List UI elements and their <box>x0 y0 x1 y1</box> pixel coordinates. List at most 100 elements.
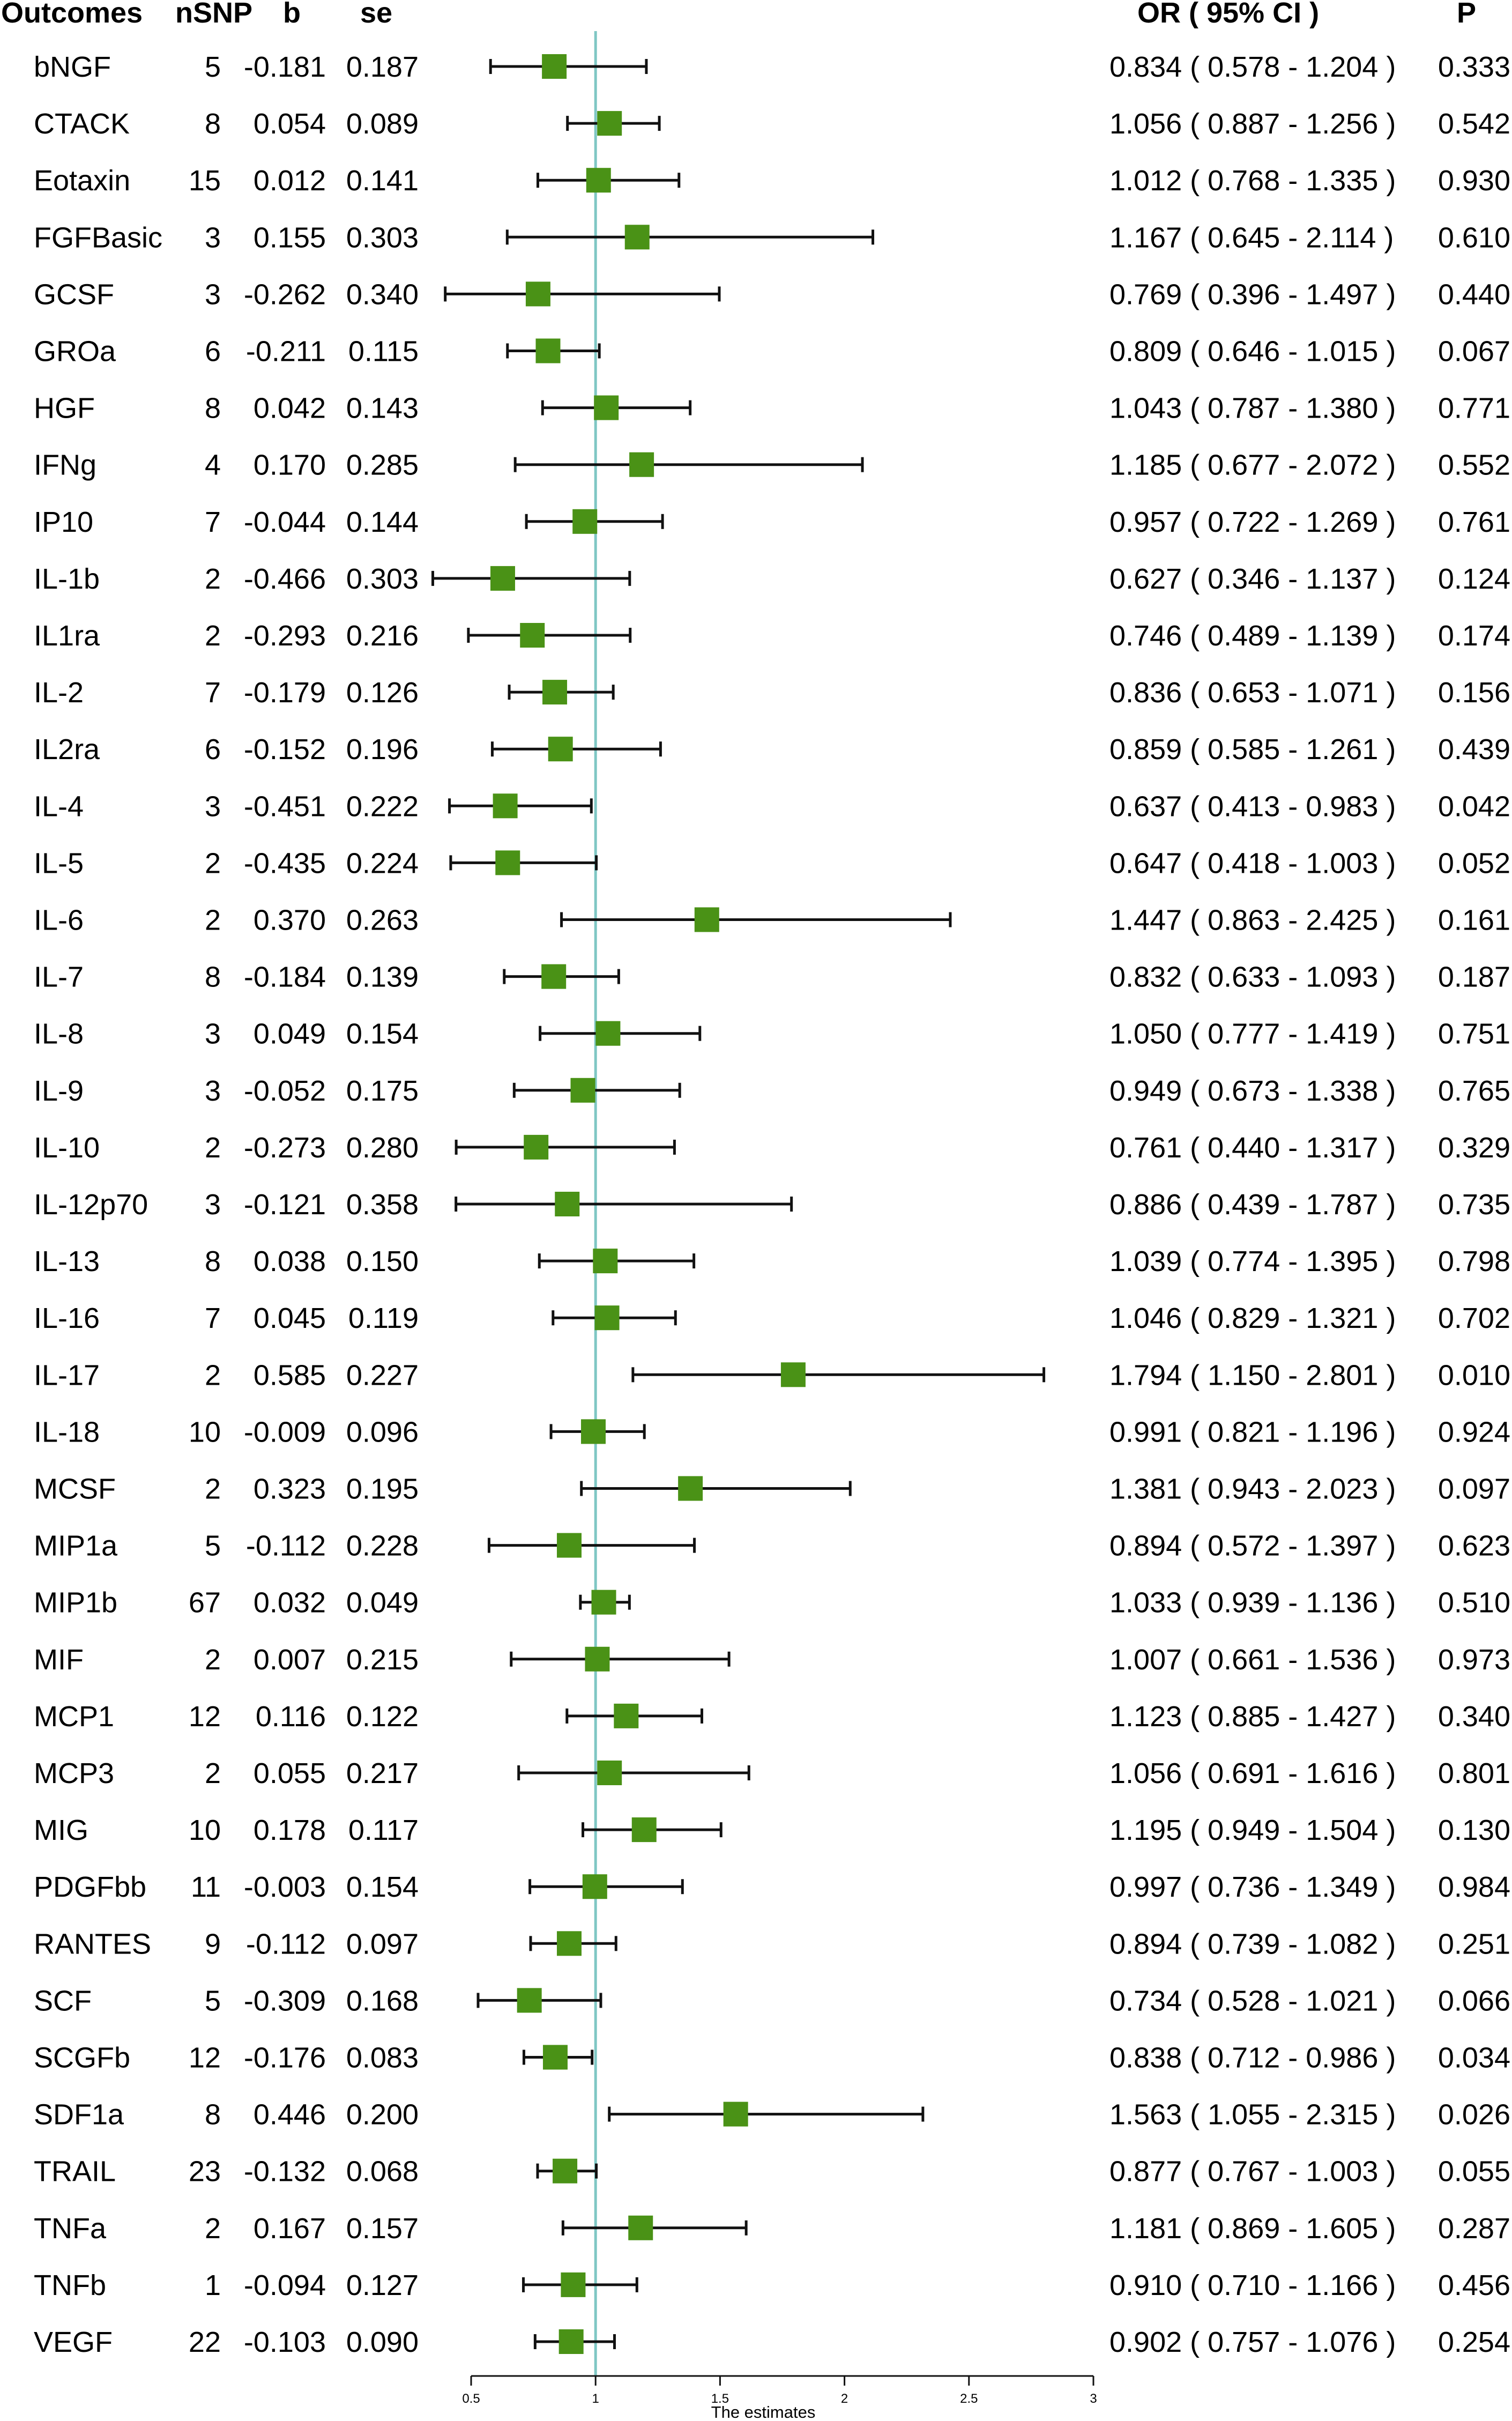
forest-row: IL1ra 2 -0.293 0.216 0.746 ( 0.489 - 1.139 )… <box>34 620 1510 652</box>
row-b: -0.262 <box>244 278 326 310</box>
or-marker <box>541 964 567 989</box>
row-p: 0.287 <box>1438 2212 1510 2245</box>
or-marker <box>594 1305 620 1331</box>
x-tick-label: 2 <box>841 2392 848 2406</box>
row-b: -0.121 <box>244 1189 326 1221</box>
row-or-ci: 1.123 ( 0.885 - 1.427 ) <box>1109 1700 1396 1733</box>
row-b: -0.181 <box>244 51 326 83</box>
row-or-ci: 1.043 ( 0.787 - 1.380 ) <box>1109 392 1396 425</box>
row-or-ci: 0.859 ( 0.585 - 1.261 ) <box>1109 733 1396 766</box>
row-or-ci: 1.039 ( 0.774 - 1.395 ) <box>1109 1245 1396 1278</box>
row-se: 0.068 <box>346 2156 419 2188</box>
forest-row: MIP1a 5 -0.112 0.228 0.894 ( 0.572 - 1.397 )… <box>34 1530 1510 1562</box>
row-p: 0.130 <box>1438 1814 1510 1846</box>
row-p: 0.052 <box>1438 847 1510 879</box>
row-se: 0.195 <box>346 1473 419 1505</box>
row-nsnp: 2 <box>205 2212 221 2245</box>
row-b: -0.211 <box>246 336 326 368</box>
row-se: 0.083 <box>346 2042 419 2074</box>
row-nsnp: 8 <box>205 961 221 993</box>
row-se: 0.224 <box>346 847 419 879</box>
row-or-ci: 0.627 ( 0.346 - 1.137 ) <box>1109 563 1396 595</box>
row-b: 0.054 <box>254 108 326 140</box>
row-p: 0.542 <box>1438 108 1510 140</box>
row-nsnp: 22 <box>189 2326 221 2358</box>
row-nsnp: 2 <box>205 620 221 652</box>
row-nsnp: 6 <box>205 733 221 766</box>
x-tick-label: 1.5 <box>711 2392 729 2406</box>
or-marker <box>493 793 518 819</box>
forest-row: IL-9 3 -0.052 0.175 0.949 ( 0.673 - 1.338 ) 0… <box>34 1075 1510 1107</box>
forest-row: VEGF 22 -0.103 0.090 0.902 ( 0.757 - 1.076 )… <box>34 2326 1510 2358</box>
row-p: 0.161 <box>1438 904 1510 937</box>
row-se: 0.280 <box>346 1132 419 1164</box>
row-or-ci: 0.836 ( 0.653 - 1.071 ) <box>1109 677 1396 709</box>
or-marker <box>542 2045 568 2070</box>
row-se: 0.227 <box>346 1359 419 1391</box>
or-marker <box>555 1192 580 1216</box>
forest-row: HGF 8 0.042 0.143 1.043 ( 0.787 - 1.380 ) 0.7… <box>34 392 1510 425</box>
row-outcome: PDGFbb <box>34 1871 146 1903</box>
or-marker <box>495 850 520 875</box>
row-or-ci: 0.957 ( 0.722 - 1.269 ) <box>1109 506 1396 538</box>
forest-row: IFNg 4 0.170 0.285 1.185 ( 0.677 - 2.072 ) 0.… <box>34 449 1510 481</box>
row-b: -0.103 <box>244 2326 326 2358</box>
row-nsnp: 3 <box>205 790 221 822</box>
row-se: 0.157 <box>346 2212 419 2245</box>
row-nsnp: 3 <box>205 1018 221 1050</box>
or-marker <box>593 1249 618 1274</box>
row-b: 0.155 <box>254 221 326 254</box>
row-outcome: bNGF <box>34 51 111 83</box>
row-outcome: IL-9 <box>34 1075 84 1107</box>
row-p: 0.765 <box>1438 1075 1510 1107</box>
forest-row: IL-7 8 -0.184 0.139 0.832 ( 0.633 - 1.093 ) 0… <box>34 961 1510 993</box>
or-marker <box>631 1817 657 1843</box>
row-b: 0.032 <box>254 1587 326 1619</box>
row-nsnp: 2 <box>205 1132 221 1164</box>
row-or-ci: 1.181 ( 0.869 - 1.605 ) <box>1109 2212 1396 2245</box>
or-marker <box>586 168 611 193</box>
row-outcome: GCSF <box>34 278 114 310</box>
row-b: 0.012 <box>254 165 326 197</box>
row-p: 0.010 <box>1438 1359 1510 1391</box>
row-b: -0.466 <box>244 563 326 595</box>
row-nsnp: 2 <box>205 1644 221 1676</box>
row-b: 0.178 <box>254 1814 326 1846</box>
row-outcome: IL-17 <box>34 1359 100 1391</box>
row-se: 0.340 <box>346 278 419 310</box>
row-or-ci: 0.761 ( 0.440 - 1.317 ) <box>1109 1132 1396 1164</box>
row-nsnp: 3 <box>205 221 221 254</box>
or-marker <box>594 395 619 420</box>
row-p: 0.735 <box>1438 1189 1510 1221</box>
row-b: 0.370 <box>254 904 326 937</box>
row-p: 0.761 <box>1438 506 1510 538</box>
row-se: 0.175 <box>346 1075 419 1107</box>
row-nsnp: 2 <box>205 1473 221 1505</box>
row-b: -0.003 <box>244 1871 326 1903</box>
row-nsnp: 12 <box>189 2042 221 2074</box>
row-outcome: MIG <box>34 1814 88 1846</box>
row-se: 0.303 <box>346 221 419 254</box>
row-se: 0.228 <box>346 1530 419 1562</box>
row-or-ci: 1.563 ( 1.055 - 2.315 ) <box>1109 2099 1396 2131</box>
row-or-ci: 0.877 ( 0.767 - 1.003 ) <box>1109 2156 1396 2188</box>
forest-row: FGFBasic 3 0.155 0.303 1.167 ( 0.645 - 2.114… <box>34 221 1510 254</box>
row-b: -0.044 <box>244 506 326 538</box>
forest-row: IL-1b 2 -0.466 0.303 0.627 ( 0.346 - 1.137 )… <box>34 563 1510 595</box>
row-se: 0.049 <box>346 1587 419 1619</box>
row-nsnp: 6 <box>205 336 221 368</box>
row-b: 0.167 <box>254 2212 326 2245</box>
or-marker <box>780 1362 806 1387</box>
row-outcome: HGF <box>34 392 95 425</box>
row-nsnp: 5 <box>205 51 221 83</box>
row-nsnp: 10 <box>189 1814 221 1846</box>
row-b: -0.009 <box>244 1416 326 1448</box>
row-b: -0.176 <box>244 2042 326 2074</box>
row-outcome: MCP1 <box>34 1700 114 1733</box>
row-b: -0.451 <box>244 790 326 822</box>
forest-row: IL2ra 6 -0.152 0.196 0.859 ( 0.585 - 1.261 )… <box>34 733 1510 766</box>
row-or-ci: 1.033 ( 0.939 - 1.136 ) <box>1109 1587 1396 1619</box>
forest-row: IL-13 8 0.038 0.150 1.039 ( 0.774 - 1.395 ) 0… <box>34 1245 1510 1278</box>
row-nsnp: 2 <box>205 904 221 937</box>
row-outcome: IL-13 <box>34 1245 100 1278</box>
